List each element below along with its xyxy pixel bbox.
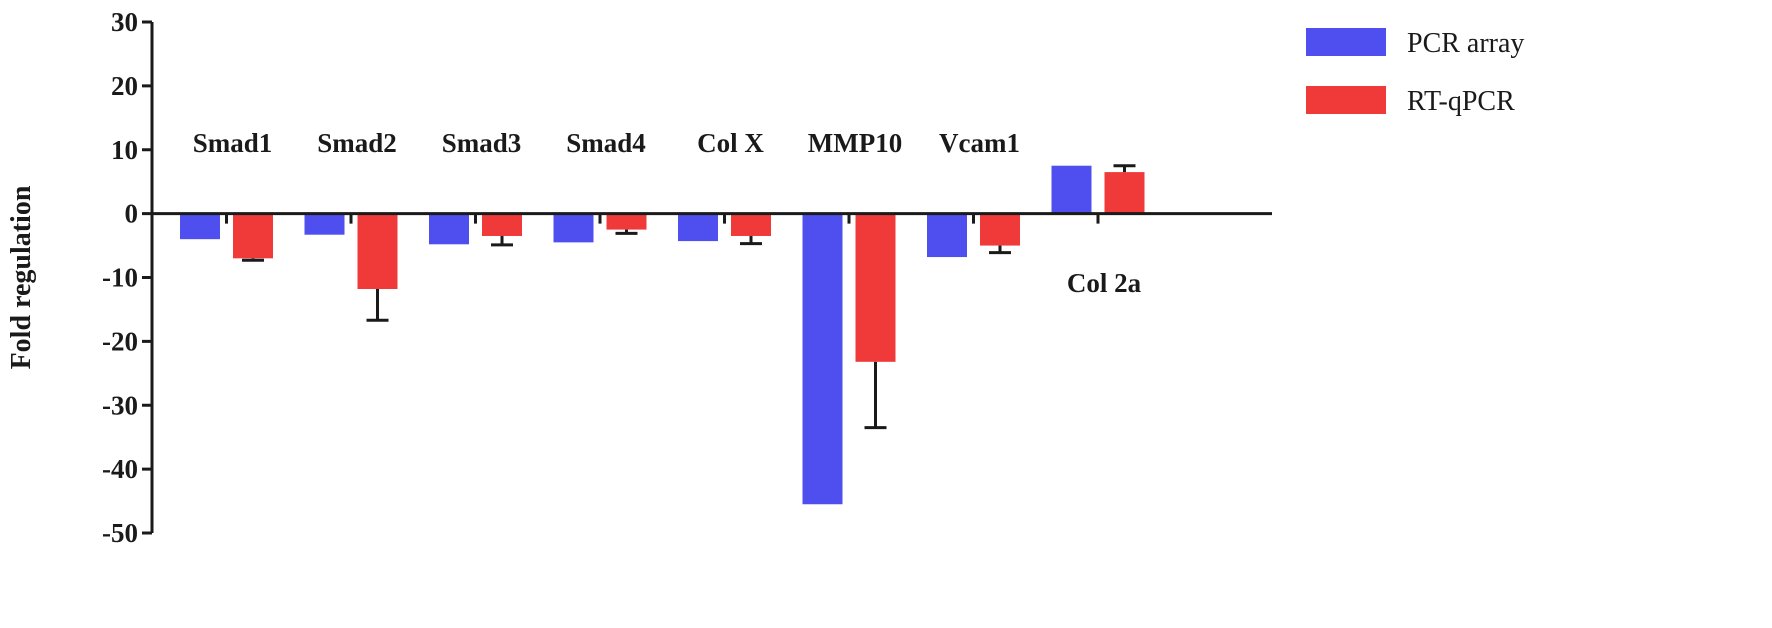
- y-axis-title: Fold regulation: [6, 185, 37, 369]
- bar-rt-qpcr: [1104, 172, 1145, 214]
- legend-label: PCR array: [1407, 28, 1524, 59]
- category-label: Smad4: [566, 128, 646, 158]
- y-tick-label: 0: [125, 199, 139, 229]
- y-tick-label: -30: [102, 390, 138, 420]
- category-label: MMP10: [808, 128, 902, 158]
- bar-rt-qpcr: [855, 213, 896, 362]
- y-tick-label: 20: [111, 71, 138, 101]
- bar-rt-qpcr: [357, 213, 398, 289]
- legend-label: RT-qPCR: [1407, 86, 1515, 117]
- y-tick-label: -20: [102, 326, 138, 356]
- legend-swatch: [1306, 86, 1386, 114]
- error-bars: [242, 164, 1136, 430]
- y-axis: 30 20 10 0 -10 -20 -30 -40 -50: [102, 7, 154, 548]
- bar-rt-qpcr: [980, 213, 1020, 246]
- legend-swatch: [1306, 28, 1386, 56]
- bar-pcr-array: [304, 213, 345, 235]
- y-tick-label: 30: [111, 7, 138, 37]
- y-tick-label: 10: [111, 135, 138, 165]
- category-label: Smad3: [442, 128, 522, 158]
- bar-pcr-array: [802, 213, 843, 505]
- y-tick-label: -10: [102, 263, 138, 293]
- bar-pcr-array: [678, 213, 718, 242]
- category-label: Vcam1: [939, 128, 1020, 158]
- bar-rt-qpcr: [731, 213, 771, 236]
- bar-pcr-array: [180, 213, 220, 240]
- bar-pcr-array: [553, 213, 594, 243]
- category-label: Smad1: [193, 128, 273, 158]
- bar-rt-qpcr: [482, 213, 522, 236]
- legend: PCR array RT-qPCR: [1306, 28, 1524, 117]
- bar-pcr-array: [1051, 165, 1092, 214]
- y-tick-label: -40: [102, 454, 138, 484]
- category-labels: Smad1 Smad2 Smad3 Smad4 Col X MMP10 Vcam1 Col 2…: [193, 128, 1142, 298]
- category-label: Col 2a: [1067, 268, 1142, 298]
- bar-rt-qpcr: [606, 213, 647, 230]
- bar-pcr-array: [429, 213, 469, 245]
- category-label: Col X: [697, 128, 764, 158]
- category-label: Smad2: [317, 128, 397, 158]
- y-tick-label: -50: [102, 518, 138, 548]
- zero-axis: [152, 212, 1272, 224]
- bars: [180, 165, 1145, 505]
- bar-pcr-array: [927, 213, 967, 258]
- bar-rt-qpcr: [233, 213, 273, 259]
